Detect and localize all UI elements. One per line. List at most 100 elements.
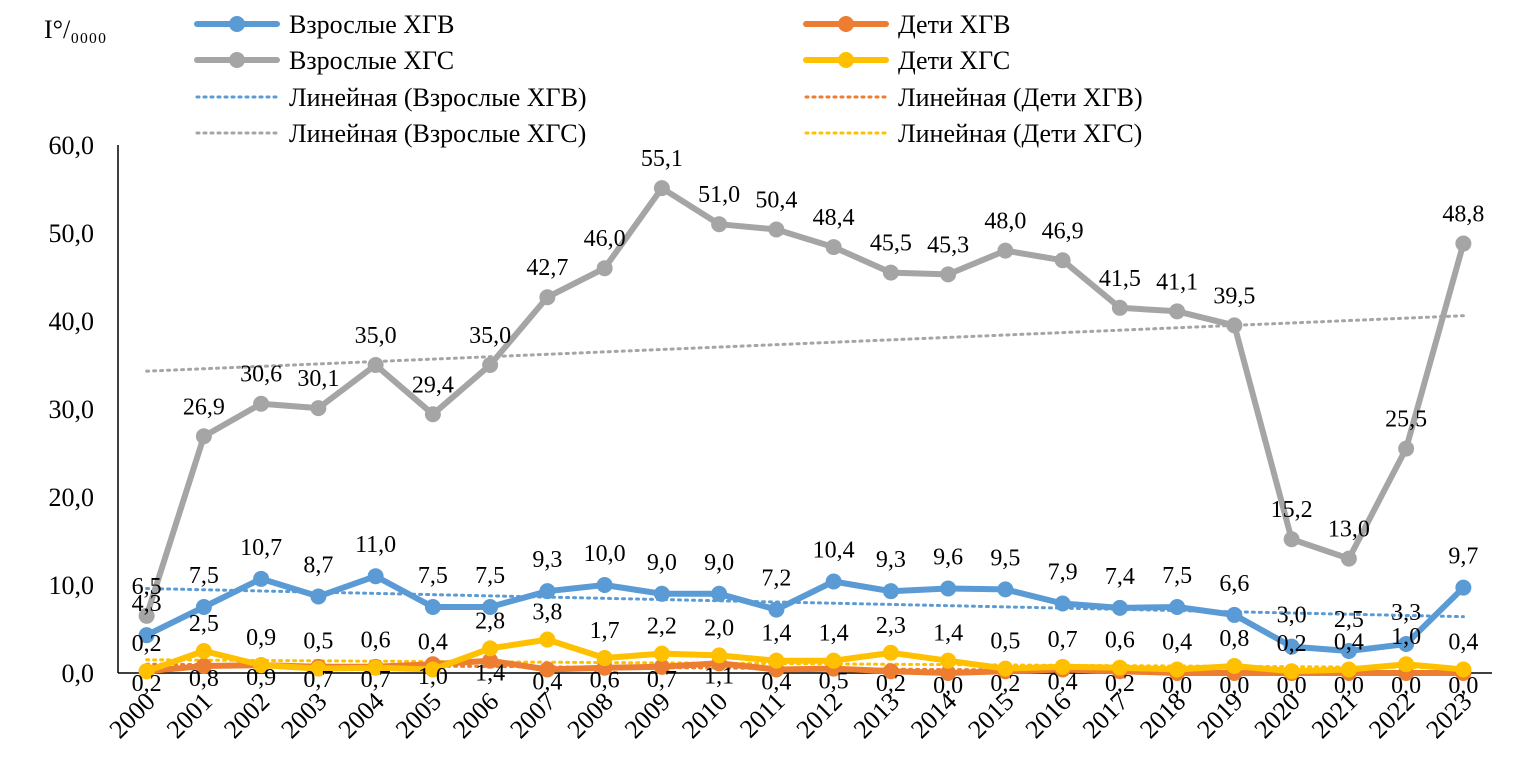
data-label: 35,0 xyxy=(469,323,511,349)
data-label: 6,5 xyxy=(132,574,162,600)
data-label: 0,9 xyxy=(246,665,276,691)
data-label: 9,3 xyxy=(532,547,562,573)
trendlines xyxy=(145,314,1465,675)
data-label: 55,1 xyxy=(641,146,683,172)
data-point xyxy=(1226,317,1243,334)
data-point xyxy=(1111,659,1128,676)
data-label: 1,4 xyxy=(933,621,963,647)
data-point xyxy=(367,357,384,373)
data-label: 45,5 xyxy=(870,231,912,257)
data-label: 9,3 xyxy=(876,547,906,573)
data-point xyxy=(596,260,613,277)
data-point xyxy=(711,647,728,664)
data-label: 48,4 xyxy=(813,205,855,231)
data-label: 9,6 xyxy=(933,545,963,571)
data-label: 50,4 xyxy=(755,187,797,213)
legend-label: Линейная (Дети ХГС) xyxy=(898,119,1142,148)
data-point xyxy=(195,643,212,659)
data-point xyxy=(138,627,155,644)
data-point xyxy=(940,665,957,681)
data-label: 46,9 xyxy=(1042,218,1084,244)
data-label: 7,2 xyxy=(761,566,791,592)
y-tick-label: 0,0 xyxy=(62,659,95,688)
x-tick-label: 2008 xyxy=(562,687,619,744)
data-point xyxy=(768,652,785,669)
data-label: 41,5 xyxy=(1099,266,1141,292)
series-line xyxy=(143,573,1467,654)
data-point xyxy=(596,650,613,667)
data-point xyxy=(253,657,270,674)
data-label: 9,0 xyxy=(647,550,677,576)
data-point xyxy=(1455,235,1472,252)
data-label: 1,1 xyxy=(704,663,734,689)
data-point xyxy=(1283,531,1300,548)
data-label: 0,2 xyxy=(1105,671,1135,697)
x-tick-label: 2004 xyxy=(333,687,390,744)
data-point xyxy=(1455,579,1472,596)
data-label: 0,5 xyxy=(990,629,1020,655)
legend-label: Линейная (Дети ХГВ) xyxy=(898,83,1143,112)
data-label: 35,0 xyxy=(355,323,397,349)
data-point xyxy=(482,640,499,657)
data-label: 3,3 xyxy=(1391,600,1421,626)
data-point xyxy=(1455,661,1472,678)
data-label: 51,0 xyxy=(698,182,740,208)
data-point xyxy=(482,652,499,669)
data-point xyxy=(940,580,957,597)
data-point xyxy=(997,660,1014,677)
data-label: 7,5 xyxy=(189,563,219,589)
data-point xyxy=(1283,663,1300,680)
data-point xyxy=(768,601,785,618)
data-label: 29,4 xyxy=(412,372,454,398)
data-label: 0,2 xyxy=(132,671,162,697)
data-point xyxy=(195,428,212,445)
data-label: 7,5 xyxy=(1162,563,1192,589)
data-label: 45,3 xyxy=(927,232,969,258)
data-label: 0,4 xyxy=(532,669,562,695)
data-label: 7,5 xyxy=(418,563,448,589)
data-label: 3,0 xyxy=(1277,603,1307,629)
data-point xyxy=(882,644,899,661)
data-label: 0,6 xyxy=(1105,628,1135,654)
data-point xyxy=(1340,661,1357,678)
data-point xyxy=(195,599,212,615)
data-label: 0,2 xyxy=(876,671,906,697)
data-label: 0,0 xyxy=(933,673,963,699)
data-label: 0,4 xyxy=(761,669,791,695)
data-label: 1,4 xyxy=(819,621,849,647)
data-label: 42,7 xyxy=(526,255,568,281)
legend-label: Взрослые ХГВ xyxy=(289,10,454,39)
data-label: 7,4 xyxy=(1105,564,1135,590)
data-label: 0,8 xyxy=(189,666,219,692)
data-label: 0,0 xyxy=(1219,673,1249,699)
data-label: 4,3 xyxy=(132,591,162,617)
data-label: 1,4 xyxy=(761,621,791,647)
x-tick-label: 2001 xyxy=(161,687,218,744)
data-label: 0,5 xyxy=(303,629,333,655)
y-tick-label: 40,0 xyxy=(49,307,95,336)
data-point xyxy=(940,266,957,283)
data-point xyxy=(539,289,556,306)
data-label: 25,5 xyxy=(1385,407,1427,433)
legend-marker xyxy=(838,16,854,32)
data-point xyxy=(1054,252,1071,269)
data-label: 2,5 xyxy=(1334,607,1364,633)
data-label: 0,8 xyxy=(1219,626,1249,652)
data-label: 0,0 xyxy=(1162,673,1192,699)
data-point xyxy=(882,583,899,600)
data-label: 0,0 xyxy=(1334,673,1364,699)
x-tick-label: 2003 xyxy=(275,687,332,744)
data-label: 2,5 xyxy=(189,611,219,637)
x-tick-label: 2006 xyxy=(447,687,504,744)
data-point xyxy=(1169,303,1186,320)
data-point xyxy=(940,652,957,669)
data-point xyxy=(367,659,384,676)
data-point xyxy=(825,652,842,669)
y-tick-label: 50,0 xyxy=(49,219,95,248)
data-label: 48,8 xyxy=(1442,202,1484,228)
data-point xyxy=(539,661,556,678)
data-point xyxy=(711,216,728,233)
data-point xyxy=(310,400,327,417)
data-point xyxy=(1340,643,1357,659)
data-label: 8,7 xyxy=(303,552,333,578)
